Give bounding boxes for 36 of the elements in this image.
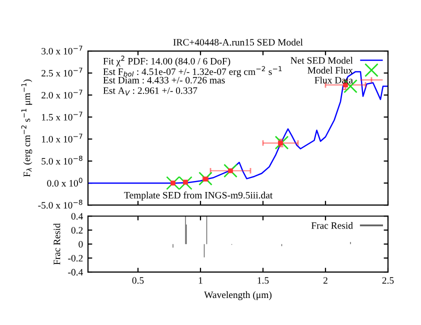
x-tick-label: 1.5	[258, 277, 269, 284]
y-axis-title: Frac Resid	[53, 223, 60, 265]
annotation: Template SED from INGS-m9.5iii.dat	[124, 192, 273, 200]
point	[224, 164, 238, 178]
y-tick-label: 2.0 x 10$^{−7}$	[42, 90, 82, 99]
annotation: Est F$_{bol}$ : 4.51e-07 +/- 1.32e-07 erg cm$^{−2}$ s$^{−1}$	[103, 66, 282, 77]
x-tick-label: 2.5	[382, 277, 394, 284]
y-tick-label: 5.0 x 10$^{−8}$	[42, 156, 82, 165]
legend-label: Frac Resid	[311, 222, 353, 229]
annotation: Fit χ$^{2}$ PDF: 14.00 (84.0 / 6 DoF)	[103, 56, 230, 66]
legend-label: Model Flux	[308, 66, 353, 74]
x-axis-title: Wavelength (μm)	[204, 291, 272, 300]
point	[183, 180, 188, 185]
y-tick-label: -0.2	[68, 254, 83, 262]
y-tick-label: 0.2	[71, 227, 83, 234]
y-tick-label: 0	[78, 240, 83, 248]
text: F$_{λ}$ (erg cm$^{−2}$ s$^{−1}$ μm$^{−1}$)	[21, 80, 32, 177]
y-tick-label: -5.0 x 10$^{−8}$	[38, 200, 82, 209]
y-tick-label: 0.0 x 10$^{0}$	[47, 178, 82, 187]
y-tick-label: 1.5 x 10$^{−7}$	[42, 112, 82, 121]
annotation: Est A$_{V}$ : 2.961 +/- 0.337	[103, 87, 198, 96]
x-tick-label: 0.5	[132, 277, 144, 284]
point	[198, 172, 212, 186]
legend-label: Net SED Model	[290, 56, 353, 64]
chart-title: IRC+40448-A.run15 SED Model	[173, 38, 303, 46]
annotation: Est Diam : 4.433 +/- 0.726 mas	[103, 76, 225, 84]
point	[170, 180, 176, 186]
point	[228, 168, 233, 174]
y-tick-label: 0.4	[71, 213, 83, 220]
y-tick-label: 1.0 x 10$^{−7}$	[42, 134, 82, 143]
point	[274, 136, 289, 150]
y-tick-label: -0.4	[68, 268, 83, 276]
x-tick-label: 2	[323, 277, 328, 284]
y-tick-label: 3.0 x 10$^{−7}$	[42, 46, 82, 55]
x-tick-label: 1	[198, 277, 202, 284]
y-tick-label: 2.5 x 10$^{−7}$	[42, 68, 82, 77]
